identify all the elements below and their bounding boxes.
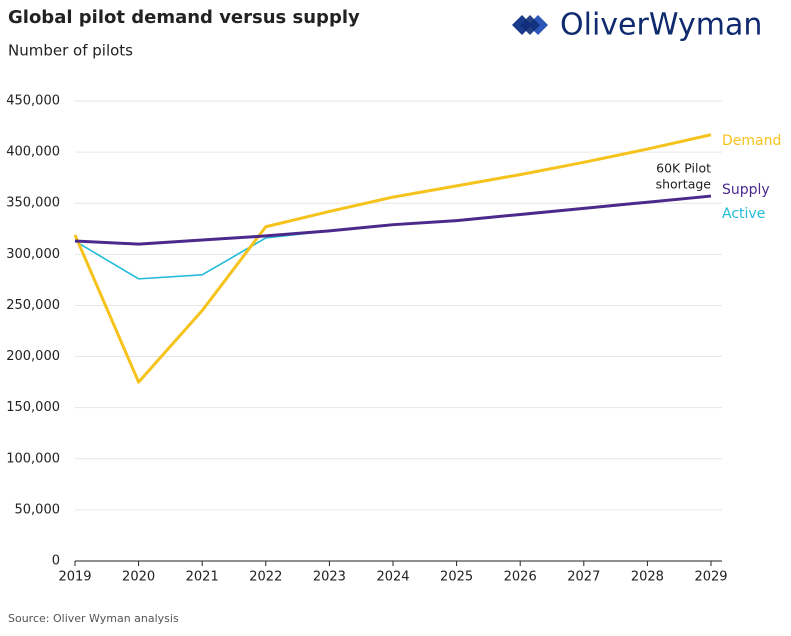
y-tick-label: 50,000 bbox=[15, 502, 61, 517]
y-tick-label: 400,000 bbox=[6, 145, 60, 160]
y-tick-label: 0 bbox=[52, 554, 60, 569]
y-tick-label: 350,000 bbox=[6, 196, 60, 211]
annotation: shortage bbox=[656, 177, 712, 192]
series-label: Active bbox=[722, 206, 765, 222]
logo-text: OliverWyman bbox=[560, 8, 762, 43]
x-tick-label: 2024 bbox=[376, 570, 409, 585]
y-tick-label: 150,000 bbox=[6, 400, 60, 415]
x-tick-label: 2023 bbox=[313, 570, 346, 585]
chart-title: Global pilot demand versus supply bbox=[8, 7, 360, 28]
x-tick-label: 2022 bbox=[249, 570, 282, 585]
x-tick-label: 2028 bbox=[631, 570, 664, 585]
x-tick-label: 2019 bbox=[58, 570, 91, 585]
y-tick-label: 200,000 bbox=[6, 349, 60, 364]
x-tick-label: 2021 bbox=[186, 570, 219, 585]
annotation: 60K Pilot bbox=[656, 161, 711, 176]
x-tick-label: 2025 bbox=[440, 570, 473, 585]
series-line bbox=[74, 195, 712, 280]
series-line bbox=[74, 194, 712, 246]
y-tick-label: 250,000 bbox=[6, 298, 60, 313]
x-tick-label: 2029 bbox=[694, 570, 727, 585]
x-tick-label: 2027 bbox=[567, 570, 600, 585]
y-tick-label: 300,000 bbox=[6, 247, 60, 262]
y-tick-label: 450,000 bbox=[6, 94, 60, 109]
logo-icon bbox=[512, 15, 548, 35]
source: Source: Oliver Wyman analysis bbox=[8, 612, 179, 625]
x-tick-label: 2026 bbox=[504, 570, 537, 585]
chart-subtitle: Number of pilots bbox=[8, 42, 133, 60]
series-line bbox=[73, 133, 712, 384]
series-label: Demand bbox=[722, 133, 781, 149]
x-tick-label: 2020 bbox=[122, 570, 155, 585]
series-label: Supply bbox=[722, 182, 770, 198]
y-tick-label: 100,000 bbox=[6, 451, 60, 466]
